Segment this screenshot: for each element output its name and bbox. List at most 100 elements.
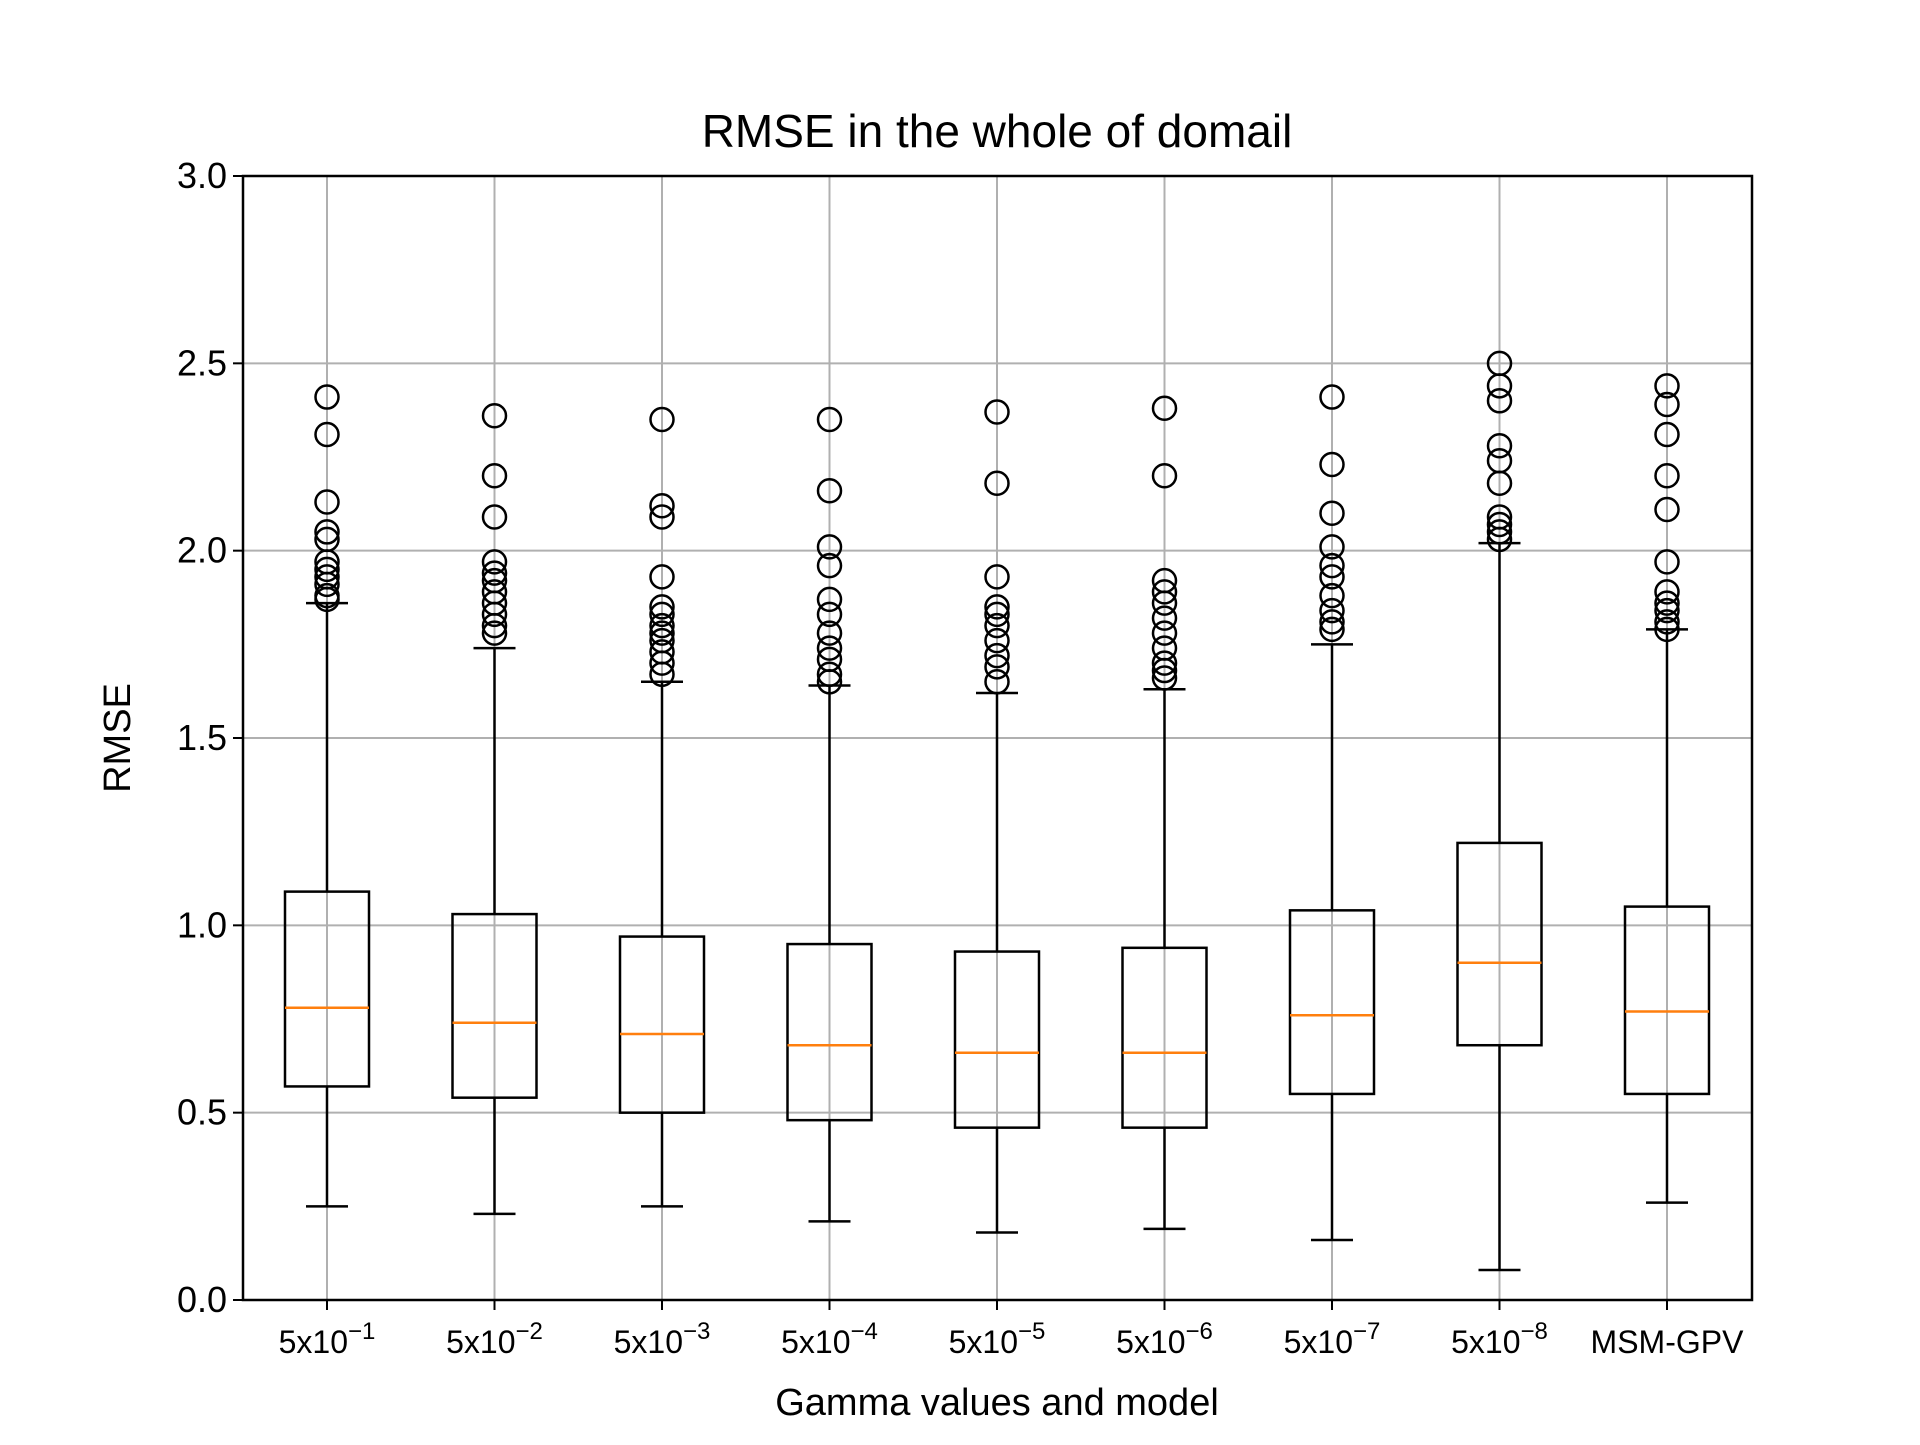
outlier-point (1319, 609, 1345, 635)
outlier-point (1151, 579, 1178, 605)
outlier-point (1319, 552, 1345, 579)
outlier-point (481, 579, 508, 605)
x-tick-label: 5x10−8 (1451, 1318, 1548, 1360)
outlier-point (1654, 391, 1680, 418)
outlier-point (984, 601, 1010, 628)
outlier-point (984, 627, 1010, 654)
outlier-point (649, 406, 675, 433)
outlier-point (1654, 496, 1680, 523)
outlier-point (649, 504, 675, 530)
x-tick-label: 5x10−4 (781, 1318, 878, 1360)
x-tick-label-exponent: −6 (1186, 1318, 1213, 1345)
box-group (1456, 350, 1543, 1272)
x-tick-label-base: 5x10 (949, 1324, 1018, 1360)
outlier-point (816, 477, 843, 504)
outlier-point (649, 492, 675, 519)
outlier-point (984, 642, 1010, 669)
outlier-point (984, 564, 1010, 590)
outlier-point (314, 582, 340, 609)
iqr-box (786, 942, 873, 1122)
outlier-point (1319, 451, 1345, 478)
x-tick-label-base: 5x10 (1284, 1324, 1353, 1360)
outlier-point (1151, 650, 1178, 676)
iqr-box (1456, 841, 1543, 1047)
outlier-point (649, 620, 675, 646)
outlier-point (816, 586, 843, 613)
outlier-point (1486, 433, 1513, 459)
outlier-point (816, 406, 843, 433)
outlier-point (649, 627, 675, 654)
x-tick-label: 5x10−6 (1116, 1318, 1213, 1360)
outlier-point (816, 661, 843, 688)
x-tick-label-base: MSM-GPV (1591, 1324, 1745, 1360)
outlier-point (816, 552, 843, 579)
outlier-point (816, 635, 843, 661)
x-tick-label-base: 5x10 (1116, 1324, 1185, 1360)
outlier-point (984, 470, 1010, 496)
x-tick-label: 5x10−1 (279, 1318, 376, 1360)
x-tick-label-exponent: −5 (1018, 1318, 1045, 1345)
outlier-point (984, 654, 1010, 680)
iqr-box (1121, 946, 1208, 1129)
outlier-point (1151, 635, 1178, 661)
iqr-box (1288, 909, 1376, 1096)
outlier-point (1486, 511, 1513, 538)
box-group (1623, 373, 1711, 1204)
x-tick-label-base: 5x10 (279, 1324, 348, 1360)
outlier-point (1654, 549, 1680, 575)
outlier-point (984, 399, 1010, 425)
y-axis-label: RMSE (97, 683, 139, 793)
outlier-point (649, 564, 675, 590)
box-group (1121, 395, 1208, 1231)
outlier-point (1654, 590, 1680, 616)
outlier-point (816, 646, 843, 673)
x-tick-label-exponent: −1 (348, 1318, 375, 1345)
box-group (1288, 384, 1376, 1242)
outlier-point (314, 564, 340, 590)
outlier-point (1151, 620, 1178, 646)
iqr-box (1623, 905, 1711, 1096)
box-group (451, 403, 538, 1216)
outlier-point (649, 594, 675, 620)
outlier-point (481, 620, 508, 646)
x-tick-label: 5x10−7 (1284, 1318, 1381, 1360)
x-tick-label-exponent: −8 (1521, 1318, 1548, 1345)
outlier-point (984, 669, 1010, 695)
outlier-point (1319, 564, 1345, 590)
x-tick-label: 5x10−2 (446, 1318, 543, 1360)
iqr-box (618, 935, 706, 1114)
outlier-point (1151, 605, 1178, 631)
x-tick-label-exponent: −3 (683, 1318, 710, 1345)
outlier-point (1654, 616, 1680, 643)
box-layer (283, 350, 1711, 1272)
outlier-point (816, 534, 843, 560)
y-tick-label: 3.0 (177, 155, 227, 196)
outlier-point (1654, 373, 1680, 399)
outlier-point (1654, 609, 1680, 635)
outlier-point (314, 489, 340, 515)
y-tick-label: 0.0 (177, 1279, 227, 1320)
chart-title: RMSE in the whole of domail (702, 105, 1293, 157)
outlier-point (481, 549, 508, 575)
outlier-point (1486, 350, 1513, 377)
outlier-point (1486, 388, 1513, 414)
outlier-point (1486, 504, 1513, 530)
outlier-point (481, 560, 508, 586)
outlier-point (314, 421, 340, 448)
outlier-point (481, 504, 508, 530)
box-group (283, 384, 371, 1208)
outlier-point (481, 567, 508, 594)
outlier-point (314, 556, 340, 583)
y-tick-label: 2.0 (177, 530, 227, 571)
outlier-point (816, 620, 843, 646)
outlier-point (1151, 567, 1178, 594)
outlier-point (1654, 462, 1680, 489)
iqr-box (451, 912, 538, 1099)
x-axis-ticks: 5x10−1 5x10−2 5x10−3 5x10−4 5x10−5 5x10−6 5x10… (279, 1300, 1744, 1360)
box-group (953, 399, 1041, 1234)
outlier-point (1319, 534, 1345, 560)
y-tick-label: 0.5 (177, 1092, 227, 1133)
outlier-point (1319, 597, 1345, 624)
